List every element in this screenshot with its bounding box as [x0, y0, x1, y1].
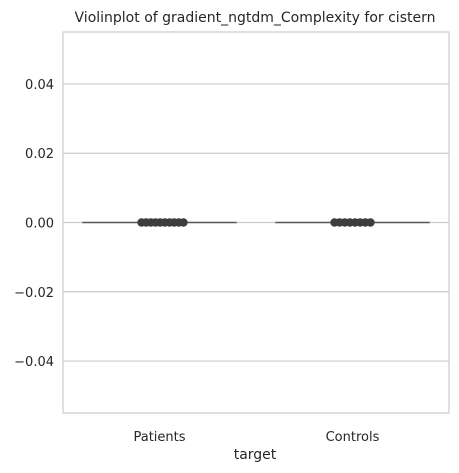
chart-title: Violinplot of gradient_ngtdm_Complexity … — [75, 10, 436, 26]
data-point — [179, 218, 188, 227]
y-tick-label: −0.02 — [14, 286, 54, 301]
y-tick-label: −0.04 — [14, 355, 54, 370]
x-axis-label: target — [234, 447, 277, 463]
plot-frame — [62, 31, 450, 414]
y-tick-label: 0.02 — [25, 147, 54, 162]
y-tick-label: 0.00 — [25, 217, 54, 232]
data-point — [366, 218, 375, 227]
x-tick-label: Controls — [326, 430, 380, 445]
x-tick-label: Patients — [133, 430, 185, 445]
violin-marks — [82, 218, 430, 227]
x-axis-ticks: Patients Controls — [133, 430, 379, 445]
y-axis-ticks: 0.04 0.02 0.00 −0.02 −0.04 — [14, 78, 54, 370]
y-tick-label: 0.04 — [25, 78, 54, 93]
